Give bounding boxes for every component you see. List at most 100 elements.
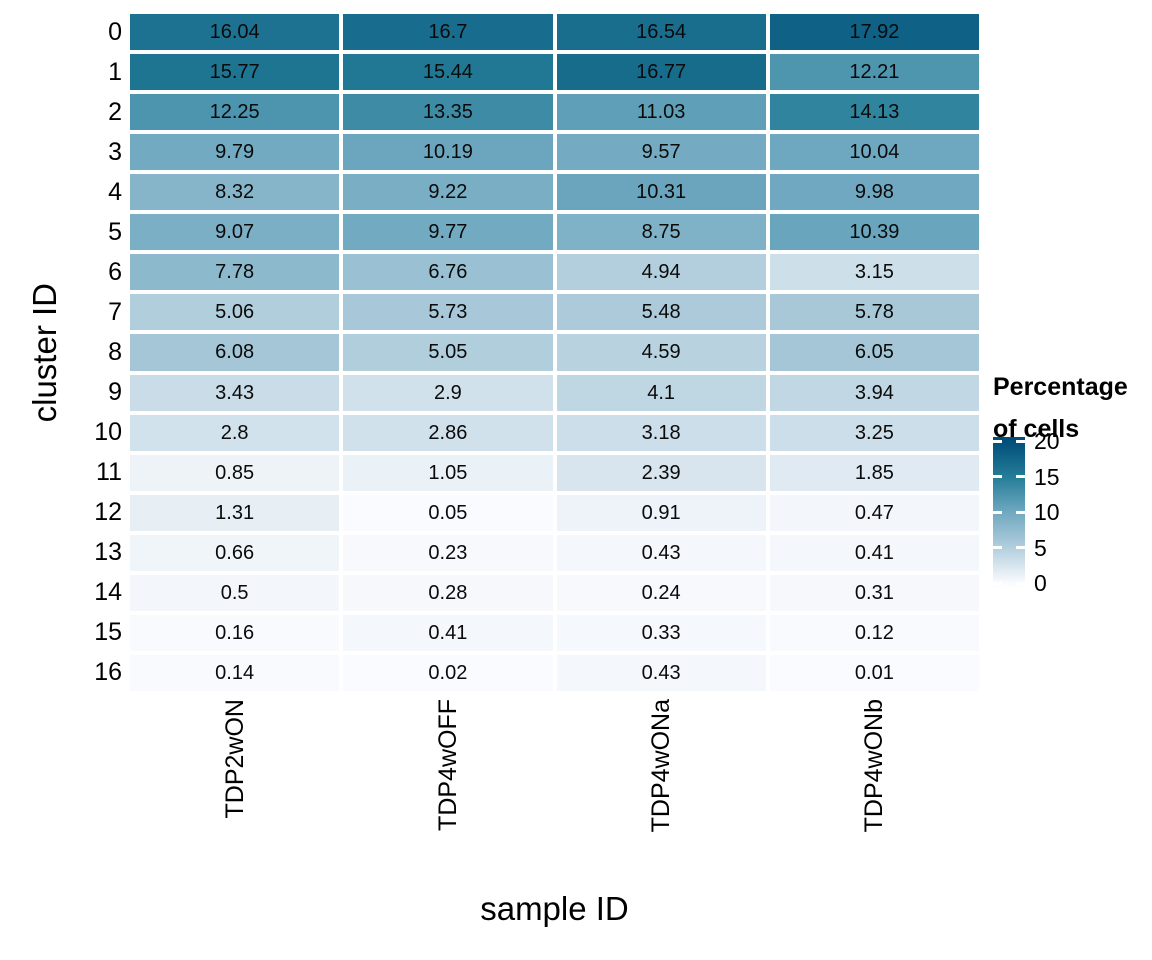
heatmap-cell: 2.8 xyxy=(130,414,340,451)
heatmap-cell: 14.13 xyxy=(769,94,979,131)
heatmap-cell: 0.43 xyxy=(556,654,766,691)
heatmap-cell: 2.86 xyxy=(343,414,553,451)
heatmap-cell: 3.43 xyxy=(130,374,340,411)
heatmap-cell: 0.24 xyxy=(556,574,766,611)
heatmap-cell: 16.77 xyxy=(556,54,766,91)
legend-tick-mark xyxy=(1016,581,1025,585)
heatmap-cell: 9.22 xyxy=(343,174,553,211)
legend-tick-label: 15 xyxy=(1034,463,1060,490)
legend-tick-label: 5 xyxy=(1034,534,1047,561)
y-axis-tick-label: 4 xyxy=(108,177,122,206)
y-axis-tick-label: 5 xyxy=(108,217,122,246)
heatmap-cell: 6.05 xyxy=(769,334,979,371)
heatmap-cell: 3.15 xyxy=(769,254,979,291)
y-axis-tick-label: 16 xyxy=(94,658,122,687)
x-axis-title: sample ID xyxy=(480,890,629,927)
legend-colorbar xyxy=(993,437,1025,589)
heatmap-cell: 0.02 xyxy=(343,654,553,691)
heatmap-cell: 16.54 xyxy=(556,14,766,51)
heatmap-cell: 0.33 xyxy=(556,614,766,651)
heatmap-cell: 9.07 xyxy=(130,214,340,251)
y-axis-tick-label: 12 xyxy=(94,498,122,527)
y-axis-tick-label: 2 xyxy=(108,97,122,126)
heatmap-cell: 13.35 xyxy=(343,94,553,131)
heatmap-cell: 4.94 xyxy=(556,254,766,291)
legend-tick-mark xyxy=(1016,546,1025,549)
heatmap-cell: 0.91 xyxy=(556,494,766,531)
heatmap-cell: 3.18 xyxy=(556,414,766,451)
heatmap-cell: 8.75 xyxy=(556,214,766,251)
legend-tick-label: 0 xyxy=(1034,570,1047,596)
heatmap-cell: 10.39 xyxy=(769,214,979,251)
legend-tick-mark xyxy=(993,439,1002,443)
x-axis-tick-label: TDP4wONa xyxy=(647,699,676,833)
legend-tick-mark xyxy=(1016,439,1025,443)
y-axis-tick-label: 11 xyxy=(96,458,122,487)
heatmap-cell: 0.31 xyxy=(769,574,979,611)
heatmap-cell: 9.77 xyxy=(343,214,553,251)
x-axis-tick-label: TDP4wONb xyxy=(860,699,889,833)
heatmap-cell: 0.23 xyxy=(343,534,553,571)
heatmap-cell: 5.73 xyxy=(343,294,553,331)
heatmap-cell: 5.05 xyxy=(343,334,553,371)
heatmap-cell: 4.1 xyxy=(556,374,766,411)
legend-tick-mark xyxy=(993,581,1002,585)
y-axis-tick-label: 0 xyxy=(108,17,122,46)
x-axis-tick-label: TDP2wON xyxy=(220,699,249,819)
y-axis-title-box: cluster ID xyxy=(22,14,68,691)
heatmap-cell: 1.05 xyxy=(343,454,553,491)
heatmap-cell: 0.28 xyxy=(343,574,553,611)
legend-title: Percentage of cells xyxy=(993,366,1128,450)
heatmap-cell: 5.78 xyxy=(769,294,979,331)
heatmap-cell: 3.94 xyxy=(769,374,979,411)
heatmap-cell: 16.04 xyxy=(130,14,340,51)
y-axis-tick-label: 9 xyxy=(108,378,122,407)
legend-tick-mark xyxy=(993,475,1002,478)
legend-tick-mark xyxy=(993,510,1002,514)
heatmap-cell: 2.39 xyxy=(556,454,766,491)
legend-title-line-1: Percentage xyxy=(993,373,1128,401)
heatmap-cell: 4.59 xyxy=(556,334,766,371)
heatmap-cell: 9.79 xyxy=(130,134,340,171)
y-axis-tick-label: 3 xyxy=(108,137,122,166)
legend-tick-mark xyxy=(1016,510,1025,514)
legend-tick-mark xyxy=(1016,475,1025,478)
y-axis-tick-label: 7 xyxy=(108,297,122,326)
legend-tick-label: 10 xyxy=(1034,499,1060,525)
y-axis-tick-label: 6 xyxy=(108,257,122,286)
heatmap-cell: 7.78 xyxy=(130,254,340,291)
y-axis-title: cluster ID xyxy=(26,282,63,423)
heatmap-cell: 12.21 xyxy=(769,54,979,91)
heatmap-cell: 10.04 xyxy=(769,134,979,171)
heatmap-cell: 1.31 xyxy=(130,494,340,531)
heatmap-cell: 0.43 xyxy=(556,534,766,571)
heatmap-cell: 0.14 xyxy=(130,654,340,691)
heatmap-cell: 6.08 xyxy=(130,334,340,371)
x-axis-tick-label: TDP4wOFF xyxy=(433,699,462,831)
y-axis-tick-label: 1 xyxy=(108,57,122,86)
y-axis-tick-label: 13 xyxy=(94,538,122,567)
heatmap-cell: 16.7 xyxy=(343,14,553,51)
heatmap-cell: 0.85 xyxy=(130,454,340,491)
heatmap-cell: 0.16 xyxy=(130,614,340,651)
heatmap-cell: 0.47 xyxy=(769,494,979,531)
heatmap-cell: 10.31 xyxy=(556,174,766,211)
heatmap-cell: 0.41 xyxy=(343,614,553,651)
heatmap-cell: 11.03 xyxy=(556,94,766,131)
heatmap-cell: 17.92 xyxy=(769,14,979,51)
heatmap-cell: 0.05 xyxy=(343,494,553,531)
y-axis-tick-label: 10 xyxy=(94,418,122,447)
heatmap-cell: 0.66 xyxy=(130,534,340,571)
y-axis-labels: 0 1 2 3 4 5 6 7 8 9 10 11 12 13 14 15 16 xyxy=(0,14,122,691)
heatmap-cell: 9.57 xyxy=(556,134,766,171)
heatmap-cell: 15.77 xyxy=(130,54,340,91)
legend-tick-label: 20 xyxy=(1034,428,1060,454)
heatmap-cell: 0.12 xyxy=(769,614,979,651)
heatmap-cell: 3.25 xyxy=(769,414,979,451)
legend-tick-mark xyxy=(993,546,1002,549)
y-axis-tick-label: 8 xyxy=(108,337,122,366)
heatmap-cell: 6.76 xyxy=(343,254,553,291)
heatmap-cell: 0.41 xyxy=(769,534,979,571)
heatmap-cell: 0.01 xyxy=(769,654,979,691)
heatmap-cell: 2.9 xyxy=(343,374,553,411)
